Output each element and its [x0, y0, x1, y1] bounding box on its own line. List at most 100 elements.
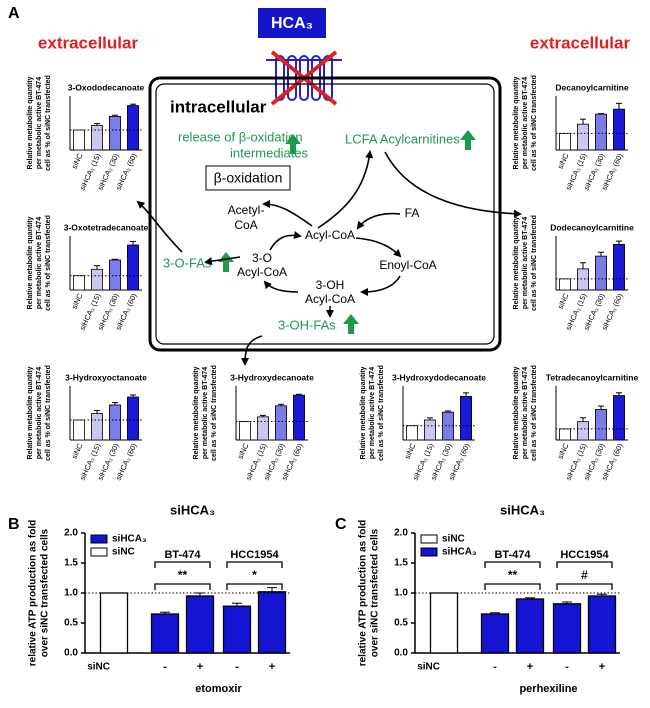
y-axis-label: per metabolic active BT-474 [36, 217, 43, 309]
bar [577, 421, 589, 441]
x-tick-label: + [599, 661, 605, 673]
x-tick-label: siNC [70, 291, 85, 310]
legend-swatch [420, 534, 438, 544]
three-oh-fas-label: 3-OH-FAs [278, 317, 336, 332]
x-tick-label: siNC [556, 441, 571, 460]
bar [559, 132, 571, 151]
y-axis-label: relative ATP production as fold [358, 520, 369, 667]
x-tick-label: siNC [556, 151, 571, 170]
y-axis-label: Relative metabolite quantity [513, 216, 520, 309]
significance: ** [178, 568, 188, 582]
bar [595, 255, 607, 291]
bar [480, 613, 510, 654]
x-tick-label: - [565, 661, 569, 673]
bracket [154, 561, 211, 568]
panel-label: B [8, 516, 20, 533]
cell-membrane [148, 76, 502, 352]
bracket [556, 561, 613, 568]
up-arrow [343, 314, 359, 334]
metabolite: FA [405, 206, 420, 220]
legend-label: siHCA₃ [442, 547, 477, 558]
bar [424, 419, 436, 441]
chart-title: 3-Hydroxyoctanoate [65, 372, 147, 382]
significance: # [581, 568, 588, 582]
significance: * [252, 568, 257, 582]
up-arrow [285, 134, 301, 154]
bar [442, 411, 454, 441]
metabolite: Acyl-CoA [305, 228, 355, 242]
bar [613, 244, 625, 291]
x-tick-label: siNC [70, 151, 85, 170]
bar [559, 428, 571, 441]
pathway-arrows [136, 150, 522, 366]
y-axis-label: per metabolic active BT-474 [522, 367, 529, 459]
intracellular-label: intracellular [170, 97, 267, 116]
y-axis-label: cell as % of siNC transfected [45, 365, 52, 461]
beta-oxidation-label: β-oxidation [214, 170, 283, 186]
metabolite: Acyl-CoA [305, 292, 355, 306]
bar [595, 113, 607, 151]
y-axis-label: cell as % of siNC transfected [45, 215, 52, 311]
legend-label: siNC [112, 547, 135, 558]
chart-title: Decanoylcarnitine [555, 82, 628, 92]
y-axis-label: per metabolic active BT-474 [36, 367, 43, 459]
y-axis-label: cell as % of siNC transfected [531, 215, 538, 311]
y-axis-label: relative ATP production as fold [28, 520, 39, 667]
metabolite: CoA [234, 218, 257, 232]
legend-label: siHCA₃ [112, 534, 147, 545]
legend-label: siNC [442, 534, 465, 545]
bar [559, 278, 571, 291]
y-axis-label: cell as % of siNC transfected [531, 365, 538, 461]
bar [222, 605, 252, 654]
bar [587, 595, 617, 654]
group-label: BT-474 [494, 549, 531, 561]
metabolite: Acetyl- [228, 203, 265, 217]
bar [73, 275, 85, 291]
y-axis-label: cell as % of siNC transfected [531, 75, 538, 171]
lcfa-label: LCFA Acylcarnitines [345, 131, 460, 146]
significance: ** [508, 568, 518, 582]
bar [613, 108, 625, 151]
row-label: siNC [87, 662, 110, 673]
y-tick-label: 2.0 [394, 528, 408, 539]
bar [406, 425, 418, 441]
legend-swatch [90, 534, 108, 544]
y-tick-label: 0.5 [394, 618, 408, 629]
y-tick-label: 2.0 [64, 528, 78, 539]
panel-label: A [8, 5, 20, 22]
bar [91, 268, 103, 291]
x-tick-label: - [493, 661, 497, 673]
metabolite: 3-O [252, 251, 272, 265]
x-tick-label: + [527, 661, 533, 673]
group-label: HCC1954 [560, 549, 609, 561]
chart-title: 3-Hydroxydecanoate [230, 372, 314, 382]
bar [293, 394, 305, 441]
x-tick-label: + [269, 661, 275, 673]
x-axis-label: etomoxir [195, 683, 242, 695]
receptor-box [258, 8, 326, 38]
y-axis-label: per metabolic active BT-474 [202, 367, 209, 459]
chart-title: Dodecanoylcarnitine [550, 222, 634, 232]
bar [577, 268, 589, 291]
y-axis-label: Relative metabolite quantity [27, 216, 34, 309]
y-axis-label: per metabolic active BT-474 [369, 367, 376, 459]
group-label: BT-474 [164, 549, 201, 561]
y-axis-label: per metabolic active BT-474 [522, 217, 529, 309]
chart-title: siHCA₃ [170, 502, 215, 517]
x-axis-label: perhexiline [519, 683, 577, 695]
bar [552, 603, 582, 654]
bar [275, 405, 287, 441]
group-label: HCC1954 [230, 549, 279, 561]
release-label: intermediates [230, 145, 309, 160]
bar [109, 116, 121, 151]
bar [91, 125, 103, 151]
metabolite: 3-OH [316, 278, 345, 292]
x-tick-label: siNC [236, 441, 251, 460]
bar [257, 591, 287, 654]
bar [127, 396, 139, 441]
y-axis-label: cell as % of siNC transfected [378, 365, 385, 461]
release-label: release of β-oxidation [178, 129, 303, 144]
metabolite: Enoyl-CoA [379, 258, 436, 272]
bar [150, 613, 180, 654]
bar [109, 404, 121, 441]
